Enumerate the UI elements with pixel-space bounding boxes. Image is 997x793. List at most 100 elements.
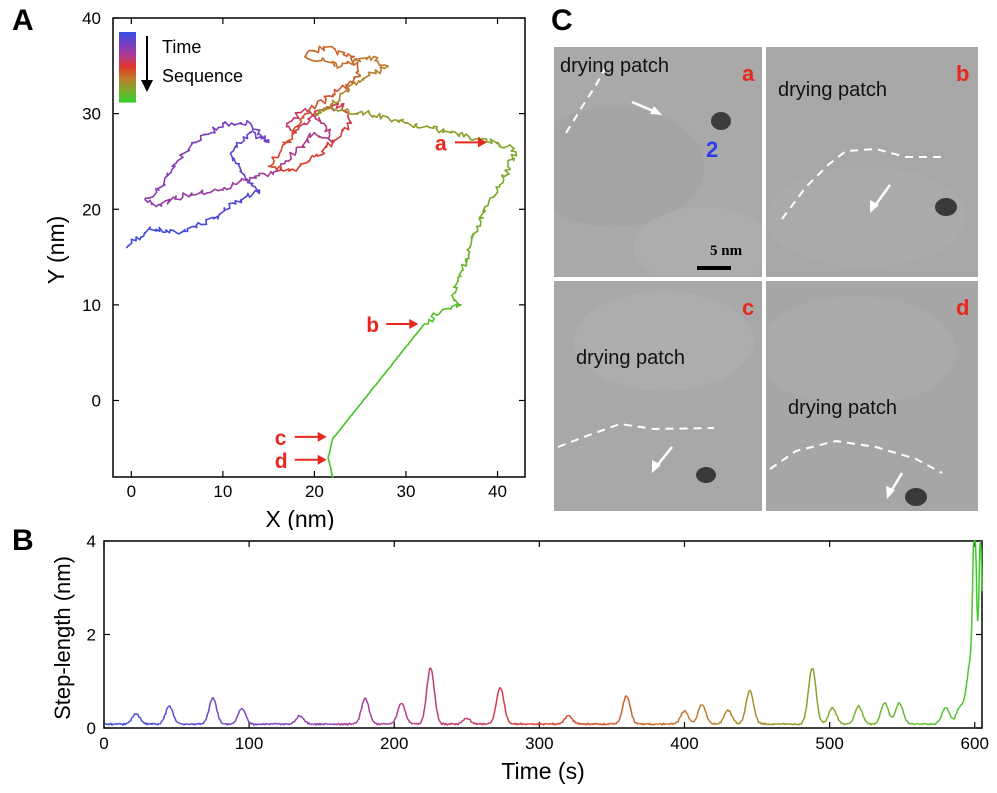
step-length-segment	[482, 722, 485, 725]
step-length-segment	[197, 723, 199, 725]
step-length-segment	[754, 714, 758, 718]
trajectory-segment	[223, 207, 231, 211]
step-length-segment	[834, 712, 837, 715]
step-length-segment	[402, 705, 406, 710]
step-length-segment	[932, 723, 934, 726]
step-length-segment	[177, 721, 180, 724]
step-length-segment	[448, 723, 451, 726]
panel-letter-b: B	[12, 524, 34, 557]
step-length-segment	[831, 706, 834, 710]
step-length-segment	[193, 723, 196, 726]
step-length-segment	[807, 688, 810, 695]
micrograph-tile-c: drying patch c	[554, 281, 762, 511]
marker-label-d: d	[275, 450, 288, 473]
step-length-segment	[336, 723, 339, 726]
step-length-segment	[535, 723, 538, 725]
step-length-segment	[298, 714, 300, 717]
step-length-segment	[694, 718, 697, 721]
step-length-segment	[142, 721, 145, 724]
step-length-segment	[696, 713, 699, 718]
step-length-segment	[350, 722, 353, 725]
step-length-segment	[927, 723, 929, 726]
step-length-segment	[487, 722, 490, 725]
step-length-segment	[894, 710, 897, 714]
step-length-segment	[469, 718, 472, 721]
step-length-segment	[723, 713, 726, 715]
step-length-segment	[593, 722, 596, 725]
step-length-segment	[462, 719, 465, 722]
trajectory-segment	[166, 196, 175, 205]
step-length-segment	[955, 712, 958, 715]
step-length-segment	[719, 721, 722, 724]
step-length-segment	[959, 704, 962, 707]
trajectory-segment	[441, 307, 449, 311]
step-length-segment	[815, 694, 819, 702]
step-length-segment	[635, 721, 639, 725]
step-length-segment	[828, 710, 831, 714]
step-length-segment	[210, 698, 213, 701]
step-length-segment	[805, 700, 808, 708]
step-length-segment	[810, 668, 813, 673]
step-length-segment	[823, 720, 826, 723]
trajectory-segment	[149, 228, 158, 232]
step-length-segment	[446, 724, 449, 726]
step-length-segment	[421, 716, 424, 719]
trajectory-segment	[507, 157, 516, 162]
step-length-segment	[956, 708, 959, 712]
step-length-segment	[416, 722, 419, 725]
step-length-segment	[950, 716, 953, 719]
step-length-segment	[246, 718, 250, 722]
step-length-segment	[373, 720, 376, 724]
step-length-segment	[677, 719, 680, 723]
step-length-segment	[262, 722, 265, 725]
step-length-segment	[756, 717, 759, 721]
step-length-segment	[824, 720, 827, 723]
step-length-segment	[851, 718, 854, 722]
step-length-segment	[592, 722, 595, 725]
step-length-segment	[682, 711, 685, 714]
step-length-segment	[561, 721, 564, 724]
step-length-segment	[783, 722, 786, 725]
step-length-segment	[211, 696, 214, 700]
micrograph-tile-b: drying patch b	[766, 47, 978, 277]
step-length-segment	[220, 721, 223, 724]
step-length-segment	[325, 722, 328, 725]
step-length-segment	[167, 705, 170, 708]
step-length-segment	[874, 722, 877, 724]
step-length-segment	[865, 720, 868, 723]
step-length-segment	[517, 723, 520, 726]
trajectory-segment	[158, 226, 164, 234]
step-length-segment	[710, 721, 712, 724]
step-length-segment	[929, 722, 932, 725]
step-length-segment	[552, 722, 555, 725]
step-length-segment	[158, 722, 161, 725]
step-length-segment	[249, 722, 252, 725]
step-length-segment	[791, 723, 794, 726]
step-length-segment	[347, 723, 350, 726]
step-length-segment	[632, 718, 636, 722]
step-length-segment	[454, 723, 457, 726]
step-length-segment	[542, 723, 545, 726]
step-length-segment	[195, 722, 198, 725]
step-length-segment	[614, 722, 617, 725]
legend-color-swatch	[119, 82, 136, 86]
x-tick-label-a: 10	[213, 482, 232, 501]
step-length-segment	[434, 700, 438, 708]
step-length-segment	[903, 714, 906, 719]
step-length-segment	[136, 713, 139, 716]
step-length-segment	[226, 723, 228, 726]
step-length-segment	[670, 722, 672, 725]
step-length-segment	[389, 722, 392, 725]
step-length-segment	[250, 722, 253, 725]
step-length-segment	[479, 722, 482, 725]
step-length-segment	[342, 722, 345, 725]
step-length-segment	[869, 722, 872, 726]
step-length-segment	[286, 723, 289, 725]
step-length-segment	[976, 611, 980, 622]
step-length-segment	[627, 700, 631, 704]
step-length-segment	[381, 722, 384, 725]
step-length-segment	[396, 710, 399, 714]
step-length-segment	[902, 713, 905, 716]
step-length-segment	[539, 722, 542, 725]
step-length-segment	[355, 720, 358, 724]
